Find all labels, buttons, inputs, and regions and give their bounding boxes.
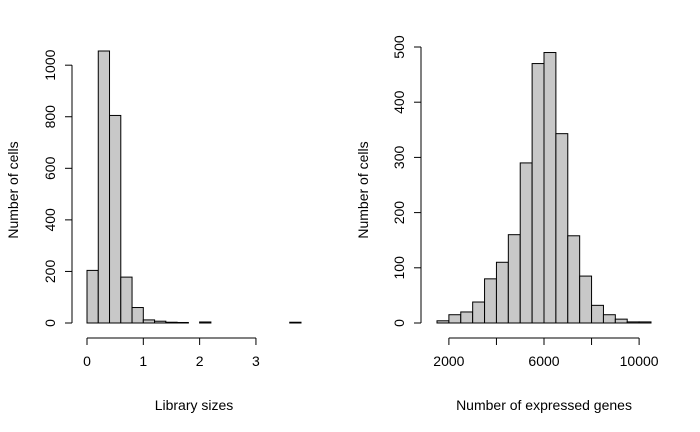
- histogram-bar: [448, 314, 462, 324]
- y-tick-label: 0: [391, 319, 407, 327]
- y-tick-label: 200: [391, 201, 407, 225]
- y-axis-title: Number of cells: [355, 141, 371, 238]
- y-tick-label: 500: [391, 35, 407, 59]
- x-tick-label: 1: [139, 353, 147, 369]
- library-size-histogram: 0 1 2 3 0 200 400 600 800 1000 Library sizes Num…: [5, 49, 302, 413]
- histogram-bar: [199, 321, 212, 324]
- histogram-bar: [638, 321, 652, 324]
- histogram-bar: [519, 162, 533, 324]
- x-axis: 2000 6000 10000: [433, 337, 659, 369]
- y-tick-label: 0: [42, 319, 58, 327]
- histogram-bar: [97, 50, 111, 324]
- histogram-bar: [579, 275, 593, 324]
- histogram-bar: [626, 321, 640, 324]
- histogram-bars: [436, 52, 652, 324]
- x-tick-label: 2000: [433, 353, 464, 369]
- histogram-bar: [555, 133, 569, 324]
- x-tick-label: 3: [252, 353, 260, 369]
- y-axis: 0 200 400 600 800 1000: [42, 49, 73, 327]
- y-tick-label: 200: [42, 260, 58, 284]
- histogram-bar: [131, 307, 144, 324]
- expressed-genes-histogram: 2000 6000 10000 0 100 200 300 400 500 Number of…: [355, 35, 659, 413]
- histogram-bar: [86, 269, 99, 324]
- x-axis-title: Number of expressed genes: [456, 397, 632, 413]
- y-tick-label: 800: [42, 105, 58, 129]
- histogram-bar: [484, 278, 497, 324]
- x-tick-label: 6000: [528, 353, 559, 369]
- histogram-bar: [289, 321, 302, 324]
- histogram-bar: [176, 321, 189, 324]
- histogram-bar: [567, 235, 581, 324]
- x-tick-label: 10000: [620, 353, 659, 369]
- histogram-bar: [602, 314, 616, 324]
- histogram-bar: [109, 114, 122, 324]
- histogram-bar: [531, 63, 545, 324]
- histogram-bar: [154, 320, 167, 324]
- histogram-bar: [120, 276, 133, 324]
- histogram-bar: [543, 52, 557, 324]
- histogram-bars: [86, 50, 302, 324]
- histogram-bar: [436, 320, 450, 324]
- x-axis: 0 1 2 3: [83, 337, 260, 369]
- histogram-bar: [472, 301, 486, 324]
- y-axis: 0 100 200 300 400 500: [391, 35, 422, 327]
- y-tick-label: 300: [391, 146, 407, 170]
- histogram-bar: [165, 321, 178, 324]
- x-tick-label: 2: [196, 353, 204, 369]
- y-tick-label: 100: [391, 256, 407, 280]
- y-tick-label: 400: [391, 90, 407, 114]
- histogram-bar: [591, 304, 604, 324]
- y-axis-title: Number of cells: [5, 141, 21, 238]
- y-tick-label: 400: [42, 208, 58, 232]
- x-axis-title: Library sizes: [155, 397, 234, 413]
- histogram-bar: [460, 311, 474, 324]
- histogram-bar: [142, 319, 156, 324]
- histogram-bar: [507, 234, 521, 324]
- y-tick-label: 1000: [42, 49, 58, 80]
- x-tick-label: 0: [83, 353, 91, 369]
- y-tick-label: 600: [42, 156, 58, 180]
- histogram-bar: [614, 318, 628, 324]
- histogram-bar: [495, 261, 509, 324]
